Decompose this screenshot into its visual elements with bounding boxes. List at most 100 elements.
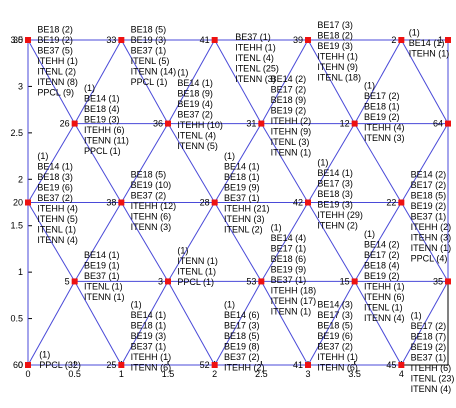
annotation-line: PPCL (1) bbox=[84, 146, 121, 156]
annotation-line: (1) bbox=[224, 151, 235, 161]
node-id-label: 30 bbox=[13, 35, 23, 45]
annotation-line: BE19 (2) bbox=[411, 342, 447, 352]
annotation-line: ITEHN (3) bbox=[411, 232, 452, 242]
node-marker bbox=[118, 199, 125, 206]
edge-line bbox=[214, 281, 262, 366]
annotation-line: ITEHH (29) bbox=[317, 210, 363, 220]
node-id-label: 53 bbox=[246, 276, 256, 286]
annotation-line: BE14 (1) bbox=[317, 168, 353, 178]
edge-line bbox=[400, 281, 449, 366]
edge-line bbox=[167, 202, 216, 282]
edge-line bbox=[400, 123, 449, 203]
annotation-line: BE14 (1) bbox=[84, 250, 120, 260]
x-tick-label: 3.5 bbox=[348, 369, 361, 379]
annotation-line: BE14 (6) bbox=[224, 310, 260, 320]
x-tick-label: 2.5 bbox=[255, 369, 268, 379]
annotation-text: (1) BE14 (4) BE17 (1) BE18 (6) BE19 (9) BE37 … bbox=[271, 222, 317, 316]
annotation-line: ITENN (3) bbox=[235, 74, 276, 84]
annotation-line: ITEHH (1) bbox=[235, 43, 276, 53]
annotation-line: BE14 (4) bbox=[271, 233, 307, 243]
node-marker bbox=[165, 120, 171, 127]
node-marker bbox=[25, 362, 31, 368]
annotation-line: BE19 (2) bbox=[364, 271, 400, 281]
edge-line bbox=[120, 39, 169, 124]
annotation-line: ITENN (4) bbox=[37, 235, 78, 245]
annotation-line: PPCL (1) bbox=[131, 77, 168, 87]
annotation-line: ITEHH (4) bbox=[364, 122, 405, 132]
annotation-line: ITEHN (9) bbox=[317, 62, 358, 72]
annotation-line: BE17 (3) bbox=[317, 310, 353, 320]
edge-line bbox=[74, 202, 122, 282]
node-id-label: 2 bbox=[391, 35, 396, 45]
edge-line bbox=[307, 123, 356, 203]
annotation-text: (1) BE14 (1) BE18 (3) BE19 (6) BE37 (2) ITEHH… bbox=[37, 151, 78, 245]
node-id-label: 38 bbox=[106, 198, 116, 208]
edge-line bbox=[120, 281, 169, 366]
annotation-line: ITENN (1) bbox=[177, 256, 218, 266]
annotation-line: (1) bbox=[177, 246, 188, 256]
annotation-line: ITENN (3) bbox=[131, 222, 172, 232]
annotation-line: ITEHH (12) bbox=[131, 201, 177, 211]
annotation-line: ITEHN (1) bbox=[409, 48, 450, 58]
edge-line bbox=[307, 202, 356, 282]
annotation-line: BE18 (1) bbox=[131, 320, 167, 330]
annotation-line: BE18 (7) bbox=[411, 332, 447, 342]
annotation-line: PPCL (9) bbox=[37, 88, 74, 98]
annotation-text: (1) BE14 (1) BE18 (1) BE19 (9) BE37 (1) ITEHH… bbox=[224, 151, 270, 235]
y-tick-label: 3 bbox=[18, 81, 23, 91]
node-marker bbox=[118, 37, 125, 43]
annotation-text: BE14 (1) BE19 (1) BE37 (1) ITENL (1) ITENN (… bbox=[84, 250, 125, 302]
annotation-line: (1) bbox=[271, 222, 282, 232]
annotation-line: ITENN (8) bbox=[37, 77, 78, 87]
annotation-line: ITENN (14) bbox=[131, 67, 177, 77]
node-id-label: 42 bbox=[293, 198, 303, 208]
annotation-line: ITENN (1) bbox=[411, 243, 452, 253]
annotation-line: ITEHH (6) bbox=[411, 363, 452, 373]
annotation-line: BE19 (10) bbox=[131, 180, 172, 190]
annotation-line: ITENN (11) bbox=[84, 136, 129, 146]
annotation-line: ITEHH (2) bbox=[224, 362, 265, 372]
annotation-text: BE18 (2) BE19 (2) BE37 (5) ITEHH (1) ITENL (… bbox=[37, 25, 78, 98]
node-id-label: 20 bbox=[13, 198, 23, 208]
x-tick-label: 0.5 bbox=[68, 369, 81, 379]
annotation-text: (1) BE14 (6) BE17 (3) BE18 (5) BE19 (8) BE37 … bbox=[224, 299, 265, 372]
annotation-line: BE17 (1) bbox=[271, 243, 307, 253]
annotation-line: BE17 (3) bbox=[317, 178, 353, 188]
node-marker bbox=[398, 362, 405, 368]
annotation-line: BE19 (1) bbox=[84, 261, 120, 271]
edge-line bbox=[307, 281, 356, 366]
y-tick-label: 2 bbox=[18, 174, 23, 184]
annotation-line: BE37 (5) bbox=[37, 46, 73, 56]
annotation-line: BE37 (1) bbox=[224, 193, 260, 203]
annotation-line: ITENN (6) bbox=[131, 362, 172, 372]
edge-line bbox=[74, 281, 122, 366]
node-marker bbox=[211, 37, 218, 43]
node-marker bbox=[398, 37, 405, 43]
annotation-line: BE19 (9) bbox=[271, 264, 307, 274]
node-marker bbox=[258, 278, 265, 285]
annotation-line: BE18 (9) bbox=[271, 95, 307, 105]
annotation-line: BE19 (9) bbox=[224, 182, 260, 192]
annotation-line: BE37 (1) bbox=[131, 46, 167, 56]
edge-line bbox=[214, 202, 262, 282]
annotation-line: BE37 (1) bbox=[235, 32, 271, 42]
x-tick-label: 1 bbox=[119, 369, 124, 379]
annotation-line: (1) bbox=[224, 299, 235, 309]
edge-line bbox=[27, 281, 76, 366]
annotation-line: ITENL (2) bbox=[224, 224, 263, 234]
annotation-line: ITEHH (1) bbox=[37, 56, 78, 66]
node-marker bbox=[25, 199, 31, 206]
annotation-line: ITENL (2) bbox=[37, 67, 76, 77]
annotation-line: BE18 (4) bbox=[84, 104, 120, 114]
edge-line bbox=[120, 123, 169, 203]
edge-line bbox=[260, 123, 309, 203]
annotation-text: (1) BE14 (1) BE18 (9) BE19 (4) BE37 (2) ITEHH… bbox=[177, 67, 223, 150]
annotation-line: (1) bbox=[177, 67, 188, 77]
edge-line bbox=[354, 39, 402, 124]
annotation-line: ITEHH (21) bbox=[224, 203, 270, 213]
annotation-line: ITENL (1) bbox=[364, 302, 403, 312]
annotation-line: (1) bbox=[39, 350, 50, 360]
y-tick-label: 3.5 bbox=[10, 35, 23, 45]
node-id-label: 33 bbox=[106, 35, 116, 45]
